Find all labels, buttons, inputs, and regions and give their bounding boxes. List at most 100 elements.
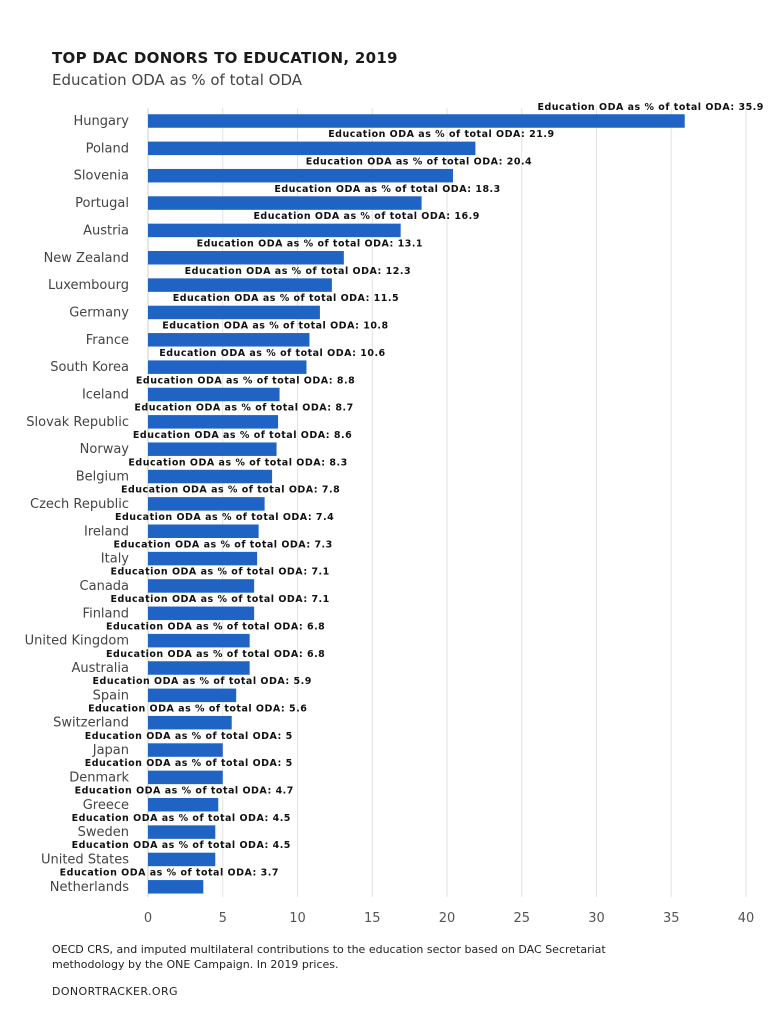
bar bbox=[148, 442, 277, 456]
category-label: Italy bbox=[101, 552, 130, 567]
data-label: Education ODA as % of total ODA: 35.9 bbox=[538, 102, 764, 113]
data-label: Education ODA as % of total ODA: 5 bbox=[85, 731, 293, 742]
data-label: Education ODA as % of total ODA: 5.6 bbox=[88, 703, 307, 714]
bar-chart: Hungary Poland Slovenia Portugal Austria New … bbox=[25, 102, 764, 926]
category-label: Switzerland bbox=[53, 716, 129, 731]
x-tick-label: 10 bbox=[289, 911, 306, 926]
category-label: Slovenia bbox=[74, 169, 129, 184]
bar bbox=[148, 688, 237, 703]
category-label: Czech Republic bbox=[30, 497, 129, 512]
source-label: DONORTRACKER.ORG bbox=[52, 985, 178, 998]
bar bbox=[148, 251, 344, 265]
data-label: Education ODA as % of total ODA: 7.3 bbox=[113, 539, 332, 550]
chart-subtitle: Education ODA as % of total ODA bbox=[52, 71, 303, 89]
data-label: Education ODA as % of total ODA: 4.7 bbox=[75, 786, 294, 797]
data-label: Education ODA as % of total ODA: 4.5 bbox=[72, 840, 291, 851]
bar bbox=[148, 141, 476, 156]
x-tick-label: 20 bbox=[439, 911, 456, 926]
chart-title: TOP DAC DONORS TO EDUCATION, 2019 bbox=[52, 49, 398, 67]
data-label: Education ODA as % of total ODA: 13.1 bbox=[197, 239, 423, 250]
category-label: Portugal bbox=[75, 196, 129, 211]
data-label: Education ODA as % of total ODA: 4.5 bbox=[72, 813, 291, 824]
data-labels: Education ODA as % of total ODA: 35.9 Edu… bbox=[60, 102, 764, 879]
data-label: Education ODA as % of total ODA: 5.9 bbox=[93, 676, 312, 687]
bar bbox=[148, 524, 259, 538]
category-label: Belgium bbox=[76, 470, 129, 485]
bar bbox=[148, 551, 258, 566]
x-tick-label: 15 bbox=[364, 911, 381, 926]
category-label: Austria bbox=[83, 223, 129, 238]
bar bbox=[148, 469, 273, 484]
data-label: Education ODA as % of total ODA: 18.3 bbox=[274, 184, 500, 195]
bar bbox=[148, 798, 219, 812]
category-label: United States bbox=[41, 852, 129, 867]
x-tick-label: 30 bbox=[588, 911, 605, 926]
category-label: Iceland bbox=[82, 388, 129, 403]
category-label: South Korea bbox=[50, 360, 129, 375]
bar bbox=[148, 114, 685, 128]
data-label: Education ODA as % of total ODA: 8.6 bbox=[133, 430, 352, 441]
data-label: Education ODA as % of total ODA: 7.1 bbox=[110, 594, 329, 605]
category-label: New Zealand bbox=[44, 251, 129, 266]
bar bbox=[148, 825, 216, 839]
bar bbox=[148, 333, 310, 347]
category-label: Poland bbox=[86, 141, 129, 156]
x-tick-label: 5 bbox=[219, 911, 227, 926]
footnote: OECD CRS, and imputed multilateral contr… bbox=[52, 943, 606, 971]
x-tick-label: 25 bbox=[513, 911, 530, 926]
bar bbox=[148, 606, 255, 621]
bar bbox=[148, 880, 204, 894]
bar bbox=[148, 633, 250, 648]
bar bbox=[148, 196, 422, 210]
data-label: Education ODA as % of total ODA: 7.1 bbox=[110, 567, 329, 578]
category-label: Finland bbox=[83, 606, 129, 621]
category-label: Hungary bbox=[73, 114, 129, 129]
data-label: Education ODA as % of total ODA: 12.3 bbox=[185, 266, 411, 277]
category-label: Canada bbox=[80, 579, 129, 594]
category-label: Australia bbox=[71, 661, 129, 676]
x-axis-ticks: 0 5 10 15 20 25 30 35 40 bbox=[144, 911, 754, 926]
category-label: France bbox=[86, 333, 129, 348]
bar bbox=[148, 278, 332, 292]
category-labels: Hungary Poland Slovenia Portugal Austria New … bbox=[25, 114, 130, 895]
data-label: Education ODA as % of total ODA: 5 bbox=[85, 758, 293, 769]
data-label: Education ODA as % of total ODA: 6.8 bbox=[106, 621, 325, 632]
category-label: Spain bbox=[93, 688, 129, 703]
data-label: Education ODA as % of total ODA: 8.3 bbox=[128, 457, 347, 468]
bars bbox=[148, 114, 685, 894]
bar bbox=[148, 168, 453, 183]
data-label: Education ODA as % of total ODA: 10.6 bbox=[159, 348, 385, 359]
data-label: Education ODA as % of total ODA: 7.8 bbox=[121, 485, 340, 496]
data-label: Education ODA as % of total ODA: 10.8 bbox=[162, 321, 388, 332]
bar bbox=[148, 360, 307, 374]
category-label: United Kingdom bbox=[25, 634, 129, 649]
data-label: Education ODA as % of total ODA: 21.9 bbox=[328, 129, 554, 140]
x-tick-label: 0 bbox=[144, 911, 152, 926]
x-tick-label: 35 bbox=[663, 911, 680, 926]
data-label: Education ODA as % of total ODA: 20.4 bbox=[306, 156, 532, 167]
data-label: Education ODA as % of total ODA: 3.7 bbox=[60, 868, 279, 879]
x-tick-label: 40 bbox=[738, 911, 755, 926]
data-label: Education ODA as % of total ODA: 6.8 bbox=[106, 649, 325, 660]
bar bbox=[148, 305, 320, 320]
category-label: Ireland bbox=[84, 524, 129, 539]
category-label: Sweden bbox=[78, 825, 129, 840]
bar bbox=[148, 497, 265, 511]
bar bbox=[148, 579, 255, 593]
data-label: Education ODA as % of total ODA: 16.9 bbox=[253, 211, 479, 222]
category-label: Norway bbox=[80, 442, 130, 457]
gridlines bbox=[147, 108, 747, 897]
category-label: Slovak Republic bbox=[26, 415, 129, 430]
bar bbox=[148, 743, 223, 757]
category-label: Denmark bbox=[69, 770, 129, 785]
bar bbox=[148, 415, 279, 429]
category-label: Netherlands bbox=[50, 880, 129, 895]
category-label: Greece bbox=[83, 798, 129, 813]
bar bbox=[148, 770, 223, 785]
bar bbox=[148, 223, 401, 238]
data-label: Education ODA as % of total ODA: 11.5 bbox=[173, 293, 399, 304]
bar bbox=[148, 852, 216, 867]
bar bbox=[148, 715, 232, 730]
data-label: Education ODA as % of total ODA: 7.4 bbox=[115, 512, 334, 523]
data-label: Education ODA as % of total ODA: 8.8 bbox=[136, 375, 355, 386]
